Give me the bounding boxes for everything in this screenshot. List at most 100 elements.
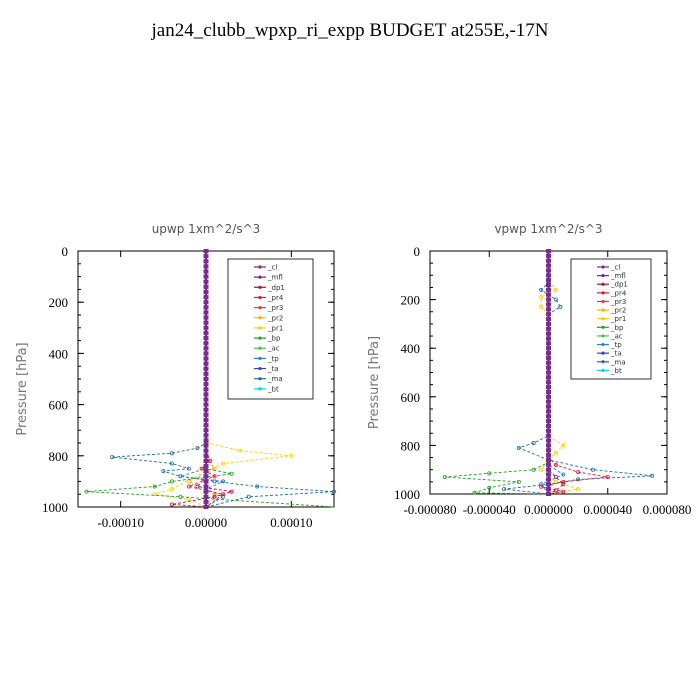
x-tick-label: -0.00010 xyxy=(97,515,144,530)
data-point xyxy=(186,466,191,471)
legend-label: _pr4 xyxy=(267,294,284,302)
legend-box xyxy=(570,258,652,380)
data-point xyxy=(487,485,492,490)
center-marker xyxy=(203,325,209,330)
center-marker xyxy=(203,453,209,458)
y-tick-label: 800 xyxy=(49,449,69,464)
data-point xyxy=(502,487,507,492)
x-tick-label: 0.000040 xyxy=(583,502,632,517)
center-marker xyxy=(546,462,551,467)
center-marker xyxy=(203,392,209,397)
panel-title: vpwp 1xm^2/s^3 xyxy=(494,222,602,236)
y-tick-label: 0 xyxy=(62,244,69,259)
legend-marker xyxy=(258,295,262,300)
y-tick-label: 600 xyxy=(49,398,69,413)
center-marker xyxy=(203,284,209,289)
data-point xyxy=(161,469,166,474)
panel-1: upwp 1xm^2/s^3 Pressure [hPa] 0 200 400 600 80… xyxy=(15,222,336,530)
y-tick-label: 0 xyxy=(414,244,421,259)
center-marker xyxy=(546,258,551,263)
center-marker xyxy=(546,292,551,297)
data-point xyxy=(229,471,234,476)
series-tp xyxy=(540,251,565,495)
center-marker xyxy=(546,341,551,346)
legend-marker xyxy=(258,387,262,391)
legend-marker xyxy=(601,325,605,329)
center-marker xyxy=(203,305,209,310)
legend-label: _ma xyxy=(610,358,626,366)
legend-label: _pr2 xyxy=(267,314,283,322)
center-marker xyxy=(546,428,551,433)
data-point xyxy=(516,445,521,450)
center-marker xyxy=(546,249,551,253)
y-axis-label: Pressure [hPa] xyxy=(15,342,30,435)
center-marker xyxy=(546,365,551,370)
center-marker xyxy=(546,283,551,288)
center-marker xyxy=(546,287,551,292)
data-point xyxy=(186,484,191,489)
data-point xyxy=(539,467,544,472)
legend-marker xyxy=(601,265,605,269)
center-marker xyxy=(546,492,551,496)
legend-label: _mfl xyxy=(610,272,626,280)
center-marker xyxy=(546,487,551,492)
data-point xyxy=(110,455,115,460)
center-marker xyxy=(546,385,551,390)
series-pr1 xyxy=(540,251,579,495)
center-marker xyxy=(203,438,209,443)
legend-label: _pr1 xyxy=(267,324,283,332)
legend-marker xyxy=(258,306,262,310)
center-marker xyxy=(203,269,209,274)
y-axis-label: Pressure [hPa] xyxy=(367,336,382,429)
center-marker xyxy=(203,300,209,305)
data-point xyxy=(212,474,217,479)
data-point xyxy=(561,472,566,477)
legend-marker xyxy=(258,336,262,340)
legend-marker xyxy=(601,368,605,372)
legend-box xyxy=(227,258,314,400)
legend-label: _tp xyxy=(267,355,279,363)
legend-label: _bp xyxy=(610,324,624,332)
center-marker xyxy=(203,371,209,376)
legend-marker xyxy=(258,346,262,350)
center-marker xyxy=(546,438,551,443)
data-point xyxy=(553,488,558,493)
data-point xyxy=(576,477,581,482)
legend-marker xyxy=(601,282,605,286)
x-tick-label: 0.00000 xyxy=(185,515,227,530)
data-point xyxy=(246,494,251,499)
legend-marker xyxy=(601,351,605,355)
data-point xyxy=(605,474,610,479)
center-marker xyxy=(203,387,209,392)
data-point xyxy=(561,489,566,494)
y-tick-label: 1000 xyxy=(394,487,420,502)
center-marker xyxy=(203,356,209,361)
data-point xyxy=(531,467,536,472)
panel-2: vpwp 1xm^2/s^3 Pressure [hPa] 0 200 400 600 80… xyxy=(367,222,691,517)
legend-marker xyxy=(601,317,605,321)
data-point xyxy=(539,287,544,292)
data-point xyxy=(178,494,183,499)
series-pr4 xyxy=(541,251,608,495)
center-marker xyxy=(546,297,551,302)
center-marker xyxy=(203,469,209,474)
center-marker xyxy=(203,315,209,320)
data-point xyxy=(590,467,595,472)
legend-label: _pr2 xyxy=(610,307,626,315)
center-marker xyxy=(203,484,209,489)
center-marker xyxy=(546,467,551,472)
x-tick-label: -0.000080 xyxy=(403,502,456,517)
data-point xyxy=(169,487,174,492)
data-point xyxy=(221,479,226,484)
center-marker xyxy=(203,351,209,356)
legend-label: _bp xyxy=(267,335,281,343)
data-point xyxy=(169,461,174,466)
data-point xyxy=(229,489,234,494)
x-tick-label: -0.000040 xyxy=(463,502,516,517)
center-marker xyxy=(546,477,551,482)
data-point xyxy=(195,446,200,451)
legend-marker xyxy=(258,377,262,381)
legend-label: _ac xyxy=(267,345,280,353)
center-marker xyxy=(203,474,209,479)
data-point xyxy=(212,494,217,499)
